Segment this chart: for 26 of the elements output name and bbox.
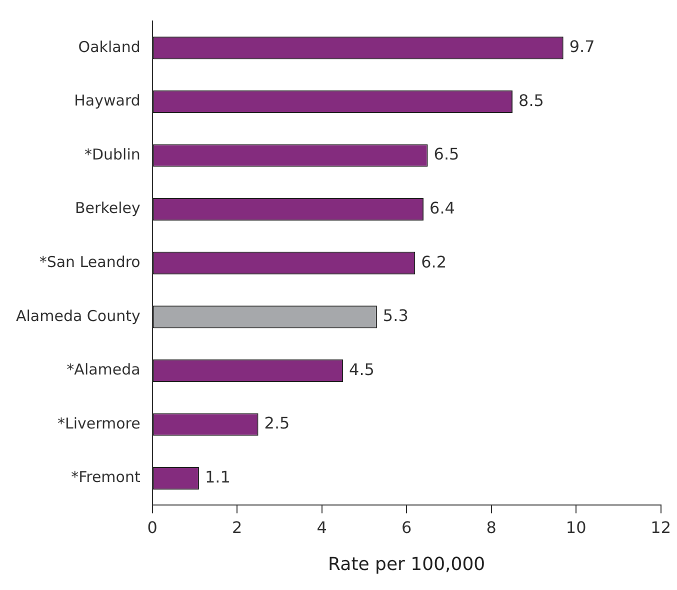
y-tick-label: *Livermore xyxy=(57,414,140,432)
data-label: 4.5 xyxy=(349,360,374,379)
data-label: 5.3 xyxy=(382,306,408,326)
y-tick-label: Oakland xyxy=(78,38,140,56)
x-tick-label: 4 xyxy=(316,518,327,537)
data-label: 6.5 xyxy=(434,144,460,164)
y-tick-label: Berkeley xyxy=(75,199,140,218)
y-tick-label: *Alameda xyxy=(66,360,140,379)
x-tick-label: 8 xyxy=(486,518,496,537)
x-tick-label: 10 xyxy=(566,518,586,537)
data-label: 1.1 xyxy=(204,467,230,486)
x-tick-label: 2 xyxy=(232,518,242,537)
x-axis-title: Rate per 100,000 xyxy=(328,554,486,575)
x-tick-label: 6 xyxy=(402,518,412,537)
data-label: 9.7 xyxy=(569,37,595,56)
data-label: 2.5 xyxy=(264,414,290,433)
y-tick-label: Alameda County xyxy=(16,306,140,325)
data-label: 8.5 xyxy=(518,90,544,110)
x-tick-label: 0 xyxy=(147,518,158,537)
x-tick-label: 12 xyxy=(650,518,671,537)
y-tick-label: *Fremont xyxy=(71,468,140,486)
data-label: 6.4 xyxy=(430,198,455,218)
data-label: 6.2 xyxy=(421,252,447,272)
y-tick-label: Hayward xyxy=(74,92,140,110)
y-tick-label: *San Leandro xyxy=(39,252,140,271)
y-tick-label: *Dublin xyxy=(84,145,140,164)
